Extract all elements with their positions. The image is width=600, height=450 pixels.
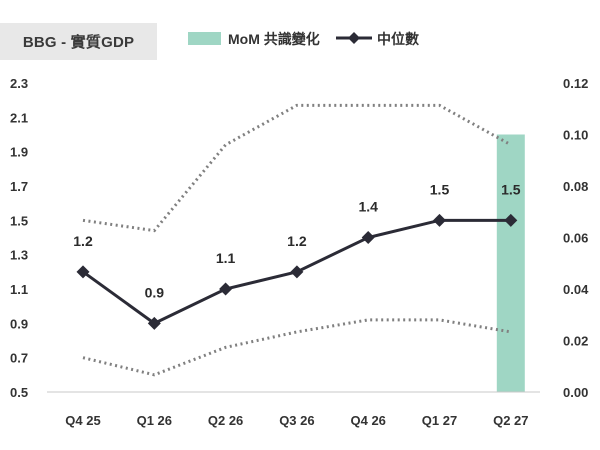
left-tick-label: 0.9 xyxy=(10,316,28,331)
left-tick-label: 1.5 xyxy=(10,213,28,228)
markers xyxy=(76,213,518,330)
right-tick-label: 0.10 xyxy=(563,128,588,143)
left-tick-label: 2.1 xyxy=(10,110,28,125)
legend-swatch-marker xyxy=(348,32,360,44)
right-tick-label: 0.04 xyxy=(563,282,589,297)
left-tick-label: 0.5 xyxy=(10,385,28,400)
right-tick-label: 0.08 xyxy=(563,179,588,194)
chart-title: BBG - 實質GDP xyxy=(0,23,157,60)
data-label: 1.1 xyxy=(216,250,236,266)
legend-swatch-bar xyxy=(188,32,221,45)
x-tick-label: Q2 27 xyxy=(493,413,528,428)
data-label: 1.5 xyxy=(430,181,450,197)
left-tick-label: 1.7 xyxy=(10,179,28,194)
legend-label: MoM 共識變化 xyxy=(228,31,320,47)
bars xyxy=(496,134,525,392)
data-label: 1.4 xyxy=(358,199,378,215)
right-axis: 0.00 0.02 0.04 0.06 0.08 0.10 0.12 xyxy=(563,76,589,400)
bar xyxy=(496,134,525,392)
x-tick-label: Q4 26 xyxy=(350,413,385,428)
x-tick-label: Q3 26 xyxy=(279,413,314,428)
left-tick-label: 2.3 xyxy=(10,76,28,91)
left-tick-label: 1.3 xyxy=(10,248,28,263)
legend-label: 中位數 xyxy=(377,31,419,47)
left-tick-label: 1.9 xyxy=(10,145,28,160)
median-marker xyxy=(76,265,90,279)
x-tick-label: Q4 25 xyxy=(65,413,100,428)
range-line xyxy=(82,318,512,377)
range-line xyxy=(82,103,512,233)
median-marker xyxy=(147,316,161,330)
x-tick-labels: Q4 25 Q1 26 Q2 26 Q3 26 Q4 26 Q1 27 Q2 27 xyxy=(65,413,528,428)
right-tick-label: 0.06 xyxy=(563,231,588,246)
right-tick-label: 0.00 xyxy=(563,385,588,400)
data-label: 0.9 xyxy=(145,284,165,300)
data-label: 1.2 xyxy=(73,233,93,249)
left-tick-label: 1.1 xyxy=(10,282,28,297)
x-tick-label: Q1 26 xyxy=(137,413,172,428)
data-labels: 1.2 0.9 1.1 1.2 1.4 1.5 1.5 xyxy=(73,181,520,300)
legend: MoM 共識變化 中位數 xyxy=(188,31,419,47)
x-tick-label: Q1 27 xyxy=(422,413,457,428)
data-label: 1.5 xyxy=(501,181,521,197)
median-marker xyxy=(290,265,304,279)
left-tick-label: 0.7 xyxy=(10,351,28,366)
median-marker xyxy=(219,282,233,296)
x-tick-label: Q2 26 xyxy=(208,413,243,428)
data-label: 1.2 xyxy=(287,233,307,249)
median-marker xyxy=(433,213,446,227)
median-marker xyxy=(361,231,375,244)
left-axis: 0.5 0.7 0.9 1.1 1.3 1.5 1.7 1.9 2.1 2.3 xyxy=(10,76,28,400)
right-tick-label: 0.12 xyxy=(563,76,588,91)
median-marker xyxy=(504,213,518,227)
right-tick-label: 0.02 xyxy=(563,334,588,349)
